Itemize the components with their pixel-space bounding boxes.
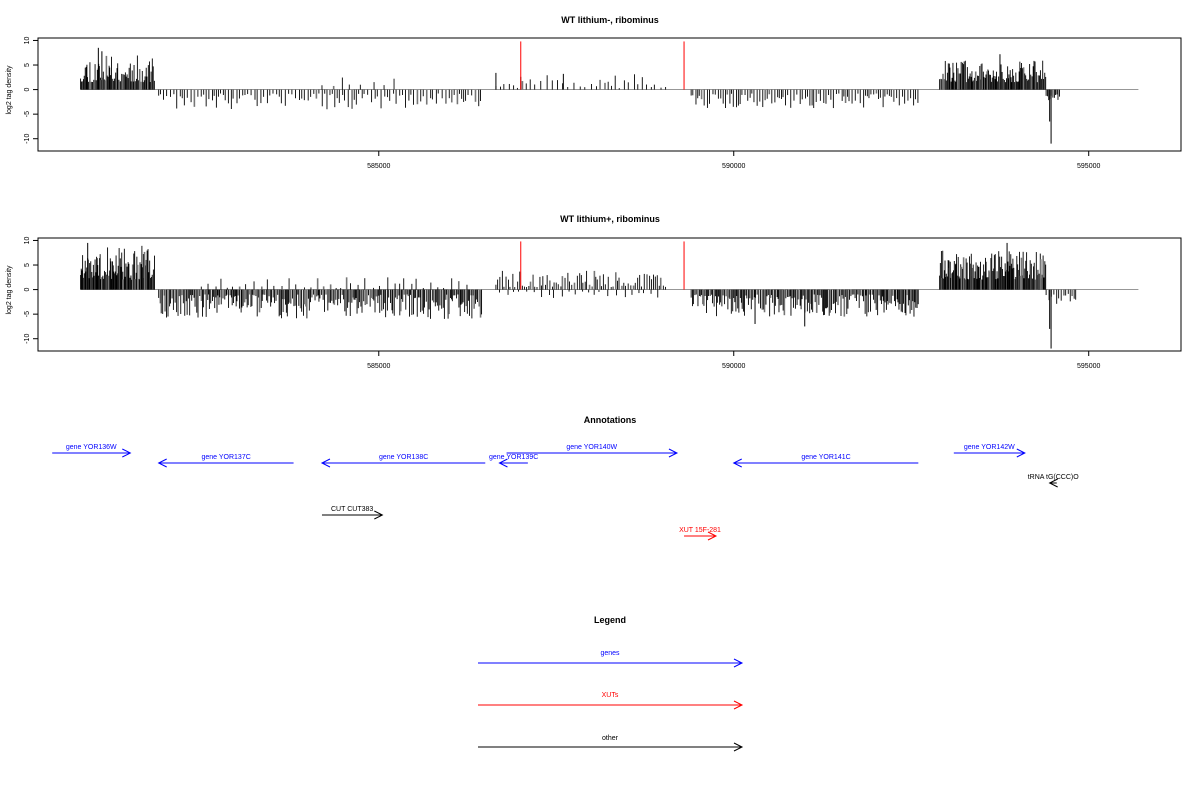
y-tick-label: -5	[24, 111, 31, 117]
x-tick-label: 595000	[1077, 163, 1100, 170]
y-tick-label: 0	[24, 88, 31, 92]
legend-item-genes: genes	[478, 650, 744, 668]
feature-label: gene YOR141C	[801, 454, 850, 461]
x-tick-label: 585000	[367, 363, 390, 370]
feature-gene-yor137c: gene YOR137C	[157, 454, 294, 468]
annotation-features: gene YOR136W gene YOR137C gene YOR138C gene…	[52, 444, 1080, 541]
feature-arrowhead	[122, 448, 132, 458]
annotations-title: Annotations	[584, 415, 637, 425]
y-axis-lithium-plus: 10 5 0 -5 -10	[24, 236, 38, 344]
feature-arrowhead	[1048, 478, 1058, 488]
panel-title-lithium-minus: WT lithium-, ribominus	[561, 15, 659, 25]
feature-label: gene YOR140W	[566, 444, 617, 451]
feature-gene-yor140w: gene YOR140W	[506, 444, 679, 458]
feature-label: gene YOR142W	[964, 444, 1015, 451]
y-axis-lithium-minus: 10 5 0 -5 -10	[24, 36, 38, 144]
y-tick-label: 5	[24, 63, 31, 67]
feature-arrowhead	[498, 458, 508, 468]
x-axis-lithium-plus: 585000 590000 595000	[367, 351, 1100, 370]
feature-gene-yor141c: gene YOR141C	[732, 454, 919, 468]
panel-title-lithium-plus: WT lithium+, ribominus	[560, 214, 660, 224]
feature-label: gene YOR138C	[379, 454, 428, 461]
y-tick-label: 0	[24, 288, 31, 292]
legend-label-genes: genes	[600, 650, 620, 657]
feature-label: CUT CUT383	[331, 506, 373, 513]
x-axis-lithium-minus: 585000 590000 595000	[367, 151, 1100, 170]
legend-arrowhead-genes	[733, 658, 744, 668]
y-axis-label-lithium-plus: log2 tag density	[6, 265, 13, 315]
feature-arrowhead	[668, 448, 679, 458]
feature-arrowhead	[707, 531, 718, 541]
y-tick-label: -10	[24, 334, 31, 344]
feature-cut-cut383: CUT CUT383	[321, 506, 384, 520]
track-marks-lithium-plus: 10 5 0 -5 -10 585000 590000 595000	[24, 236, 1139, 370]
feature-label: XUT 15F-281	[679, 527, 721, 534]
feature-trna-tg-ccc-o: tRNA tG(CCC)O	[1028, 474, 1080, 488]
y-tick-label: 10	[24, 236, 31, 244]
legend-item-other: other	[478, 735, 744, 752]
density-bars-lithium-plus	[80, 242, 1077, 349]
legend-item-xuts: XUTs	[478, 692, 744, 710]
track-panel-lithium-plus: WT lithium+, ribominus log2 tag density …	[6, 214, 1182, 370]
x-tick-label: 585000	[367, 163, 390, 170]
plot-frame-lithium-plus	[37, 237, 1182, 352]
y-axis-label-lithium-minus: log2 tag density	[6, 65, 13, 115]
legend-title: Legend	[594, 615, 626, 625]
legend-label-other: other	[602, 735, 619, 742]
feature-gene-yor138c: gene YOR138C	[320, 454, 486, 468]
track-panel-lithium-minus: WT lithium-, ribominus log2 tag density …	[6, 15, 1182, 170]
y-tick-label: 10	[24, 36, 31, 44]
feature-label: tRNA tG(CCC)O	[1028, 474, 1080, 481]
y-tick-label: -10	[24, 134, 31, 144]
track-marks-lithium-minus: 10 5 0 -5 -10 585000 590000 595000	[24, 36, 1139, 170]
x-tick-label: 590000	[722, 363, 745, 370]
legend-arrowhead-xuts	[733, 700, 744, 710]
feature-gene-yor136w: gene YOR136W	[52, 444, 132, 458]
feature-arrowhead	[157, 458, 167, 468]
feature-label: gene YOR137C	[201, 454, 250, 461]
plot-frame-lithium-minus	[37, 37, 1182, 152]
feature-label: gene YOR136W	[66, 444, 117, 451]
legend-label-xuts: XUTs	[602, 692, 619, 699]
legend-arrowhead-other	[733, 742, 744, 752]
x-tick-label: 590000	[722, 163, 745, 170]
feature-arrowhead	[374, 510, 384, 520]
y-tick-label: -5	[24, 311, 31, 317]
x-tick-label: 595000	[1077, 363, 1100, 370]
feature-xut-15f-281: XUT 15F-281	[679, 527, 721, 541]
legend-panel: Legend genes XUTs other	[478, 615, 744, 752]
feature-gene-yor142w: gene YOR142W	[953, 444, 1026, 458]
feature-gene-yor139c: gene YOR139C	[489, 454, 538, 468]
feature-arrowhead	[320, 458, 331, 468]
feature-label: gene YOR139C	[489, 454, 538, 461]
feature-arrowhead	[732, 458, 742, 468]
feature-arrowhead	[1016, 448, 1026, 458]
y-tick-label: 5	[24, 263, 31, 267]
density-bars-lithium-minus	[80, 47, 1060, 144]
